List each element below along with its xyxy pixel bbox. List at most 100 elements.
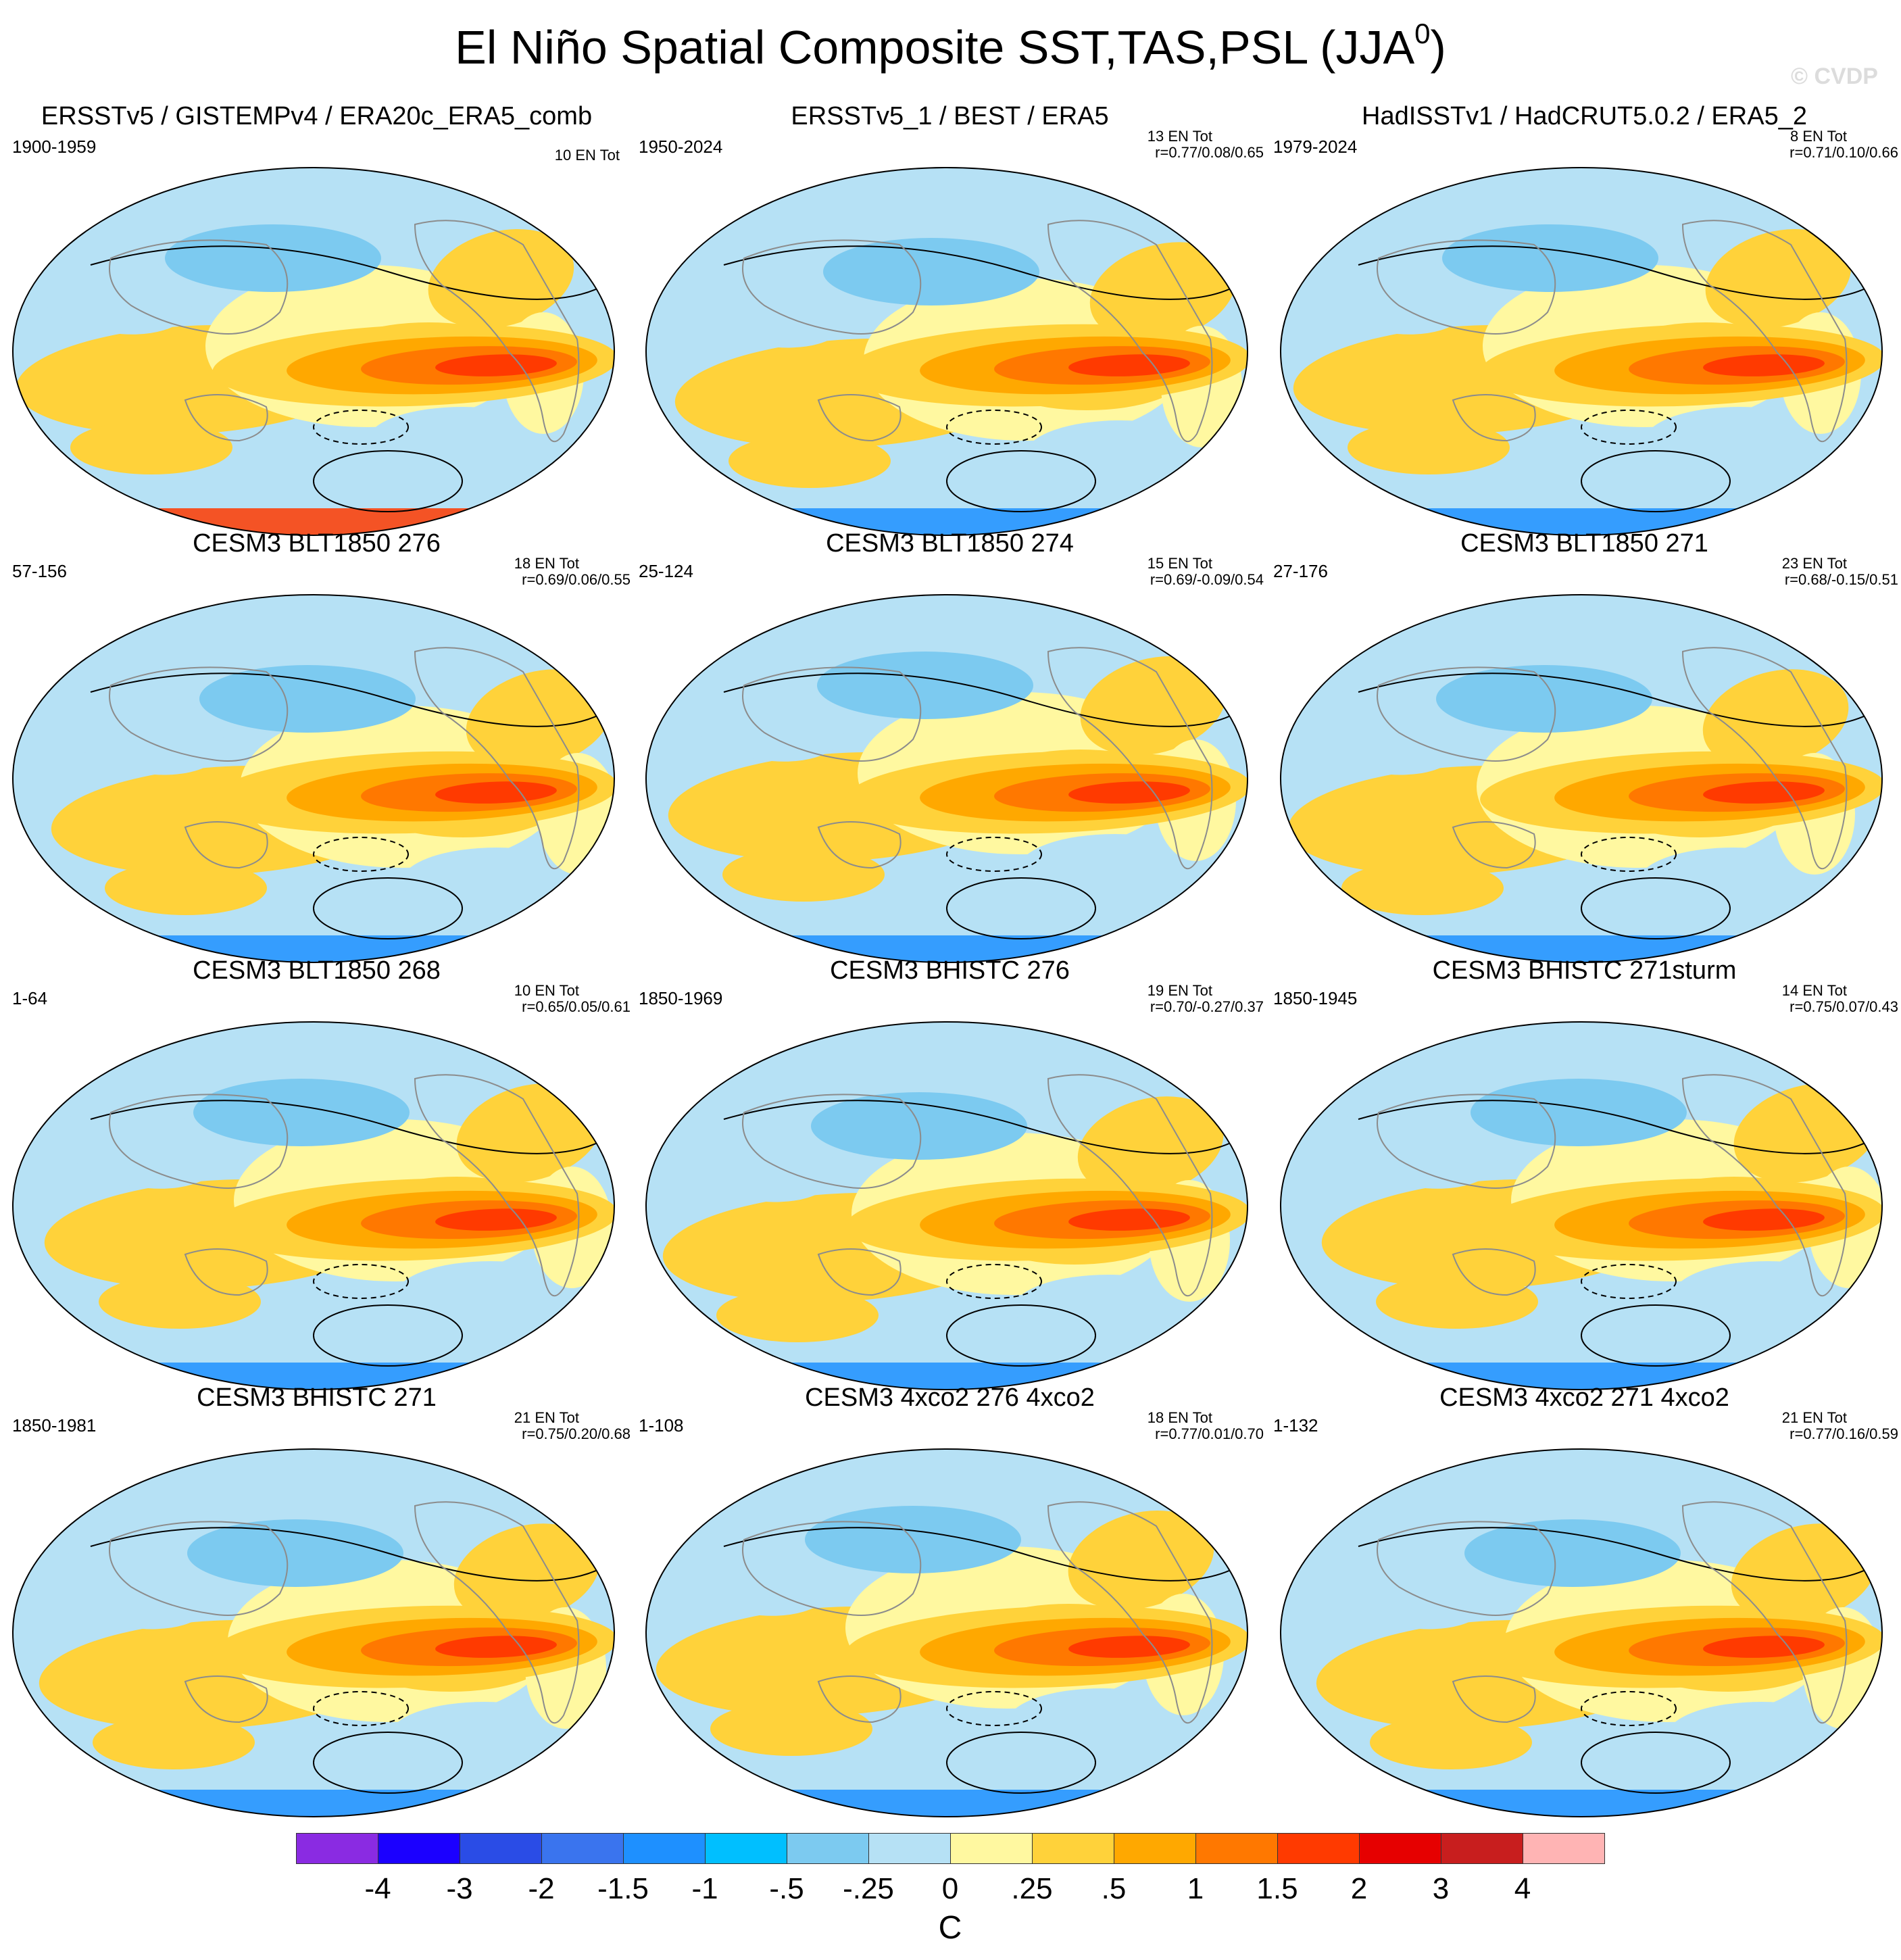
coastline: [1377, 1521, 1556, 1616]
psl-contour: [946, 1304, 1096, 1367]
map-panel: HadISSTv1 / HadCRUT5.0.2 / ERA5_2 1979-20…: [1268, 101, 1901, 536]
colorbar-units: C: [938, 1910, 962, 1946]
map-panel: CESM3 BLT1850 268 1-64 10 EN Tot r=0.65/0.0…: [0, 956, 633, 1390]
coastline: [1047, 647, 1213, 870]
coastline: [109, 239, 289, 335]
colorbar: [296, 1833, 1605, 1865]
coastline: [414, 1074, 580, 1297]
nino-warm-tongue: [1068, 781, 1190, 804]
panel-title: HadISSTv1 / HadCRUT5.0.2 / ERA5_2: [1362, 102, 1807, 130]
colorbar-swatch: [460, 1833, 542, 1864]
psl-contour: [1581, 877, 1731, 939]
panel-title: CESM3 BLT1850 271: [1460, 529, 1708, 558]
map-plot: [12, 1021, 615, 1390]
coastline: [1452, 1248, 1536, 1296]
colorbar-swatch: [378, 1833, 460, 1864]
nino-warm-tongue: [1703, 781, 1825, 804]
map-frame: [12, 594, 615, 963]
nino-warm-tongue: [1703, 1208, 1825, 1231]
panel-title: CESM3 4xco2 271 4xco2: [1439, 1383, 1729, 1412]
anomaly-region: [1471, 1079, 1687, 1146]
panel-period: 1900-1959: [12, 137, 97, 157]
coastline: [184, 821, 268, 869]
colorbar-tick-label: 0: [941, 1872, 959, 1905]
colorbar-swatch: [1523, 1833, 1605, 1864]
map-plot: [12, 594, 615, 963]
coastline: [1377, 239, 1556, 335]
colorbar-swatch: [1359, 1833, 1441, 1864]
psl-contour: [946, 1732, 1096, 1794]
coastline: [1047, 220, 1213, 443]
anomaly-region: [60, 1104, 221, 1189]
panel-event-count: 21 EN Tot: [514, 1409, 579, 1426]
psl-contour: [1358, 1527, 1873, 1582]
map-plot: [1280, 1021, 1883, 1390]
coastline: [1452, 821, 1536, 869]
psl-contour: [313, 1304, 463, 1367]
map-plot: [1280, 1448, 1883, 1817]
panel-period: 27-176: [1273, 561, 1328, 581]
anomaly-region: [1068, 1510, 1214, 1610]
coastline: [1681, 220, 1848, 443]
psl-contour: [313, 877, 463, 939]
coastline: [817, 1675, 902, 1723]
panel-period: 1-108: [639, 1415, 684, 1436]
panel-period: 57-156: [12, 561, 67, 581]
anomaly-region: [823, 238, 1039, 305]
psl-contour: [90, 245, 605, 300]
panel-event-count: 15 EN Tot: [1147, 555, 1212, 572]
psl-contour-negative: [946, 837, 1042, 872]
panel-event-count: 8 EN Tot: [1790, 128, 1847, 145]
anomaly-region: [1436, 665, 1652, 733]
nino-warm-tongue: [435, 1636, 557, 1658]
psl-contour: [1581, 1732, 1731, 1794]
panel-event-count: 23 EN Tot: [1781, 555, 1847, 572]
anomaly-region: [1341, 861, 1504, 915]
nino-warm-tongue: [435, 781, 557, 804]
colorbar-swatch: [705, 1833, 787, 1864]
panel-correlation: r=0.75/0.07/0.43: [1789, 998, 1898, 1015]
nino-warm-tongue: [1703, 354, 1825, 376]
map-frame: [12, 1021, 615, 1390]
anomaly-region: [729, 434, 891, 488]
map-panel: CESM3 4xco2 271 4xco2 1-132 21 EN Tot r=0.7…: [1268, 1383, 1901, 1817]
map-panel: ERSSTv5_1 / BEST / ERA5 1950-2024 13 EN To…: [633, 101, 1266, 536]
map-plot: [645, 167, 1248, 536]
panel-period: 1850-1945: [1273, 988, 1358, 1008]
map-plot: [12, 167, 615, 536]
anomaly-region: [466, 669, 612, 769]
panel-title: CESM3 BLT1850 276: [193, 529, 441, 558]
anomaly-region: [1370, 1715, 1532, 1769]
colorbar-swatch: [787, 1833, 869, 1864]
map-frame: [12, 167, 615, 536]
colorbar-swatch: [950, 1833, 1033, 1864]
map-plot: [12, 1448, 615, 1817]
coastline: [742, 1521, 922, 1616]
panel-event-count: 10 EN Tot: [514, 982, 579, 999]
anomaly-region: [1702, 669, 1849, 769]
map-frame: [1280, 167, 1883, 536]
colorbar-swatch: [623, 1833, 706, 1864]
anomaly-region: [817, 652, 1033, 719]
anomaly-region: [687, 263, 848, 348]
panel-correlation: r=0.69/-0.09/0.54: [1150, 571, 1264, 588]
colorbar-tick-label: .5: [1101, 1872, 1127, 1905]
panel-title: CESM3 BLT1850 274: [826, 529, 1074, 558]
anomaly-region: [99, 1275, 261, 1329]
colorbar-tick-label: 1: [1187, 1872, 1204, 1905]
colorbar-tick-label: -1: [691, 1872, 718, 1905]
psl-contour: [723, 1527, 1238, 1582]
coastline: [817, 1248, 902, 1296]
colorbar-tick-label: -1.5: [597, 1872, 649, 1905]
panel-correlation: r=0.69/0.06/0.55: [522, 571, 631, 588]
colorbar-swatch: [1441, 1833, 1523, 1864]
map-plot: [645, 1021, 1248, 1390]
anomaly-region: [710, 1702, 872, 1756]
coastline: [414, 1501, 580, 1724]
anomaly-region: [453, 1523, 600, 1623]
anomaly-region: [396, 1261, 585, 1329]
cvdp-watermark: © CVDP: [1791, 64, 1878, 89]
anomaly-region: [165, 224, 381, 292]
nino-warm-tongue: [435, 1208, 557, 1231]
